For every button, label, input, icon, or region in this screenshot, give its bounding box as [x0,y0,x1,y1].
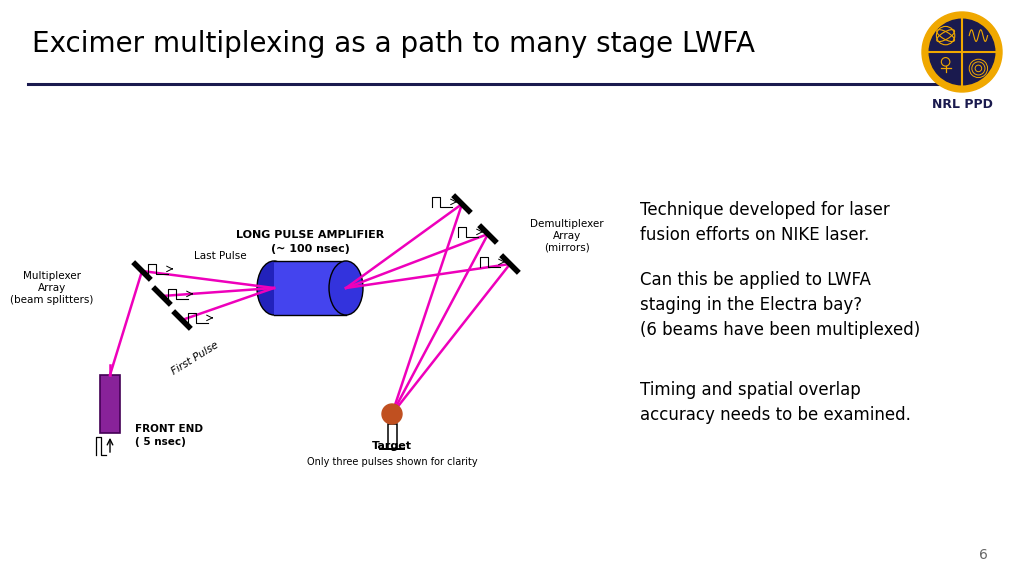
Bar [387,424,396,449]
Text: FRONT END: FRONT END [135,424,203,434]
Text: Target: Target [372,441,412,451]
Text: Last Pulse: Last Pulse [194,251,247,261]
Text: Can this be applied to LWFA
staging in the Electra bay?
(6 beams have been multi: Can this be applied to LWFA staging in t… [640,271,921,339]
Text: LONG PULSE AMPLIFIER: LONG PULSE AMPLIFIER [236,230,384,240]
Text: Only three pulses shown for clarity: Only three pulses shown for clarity [306,457,477,467]
Circle shape [922,12,1002,92]
Text: NRL PPD: NRL PPD [932,98,992,111]
Text: Demultiplexer
Array
(mirrors): Demultiplexer Array (mirrors) [530,219,603,253]
Ellipse shape [329,261,362,315]
Text: Timing and spatial overlap
accuracy needs to be examined.: Timing and spatial overlap accuracy need… [640,381,911,424]
Text: Technique developed for laser
fusion efforts on NIKE laser.: Technique developed for laser fusion eff… [640,201,890,244]
Bar [274,261,346,315]
Ellipse shape [257,261,291,315]
Circle shape [929,19,994,85]
Text: First Pulse: First Pulse [170,340,220,376]
Bar [100,375,120,433]
Text: ( 5 nsec): ( 5 nsec) [135,437,186,447]
Text: Multiplexer
Array
(beam splitters): Multiplexer Array (beam splitters) [10,271,93,305]
Text: (~ 100 nsec): (~ 100 nsec) [270,244,349,254]
Circle shape [382,404,402,424]
Text: 6: 6 [979,548,988,562]
Text: Excimer multiplexing as a path to many stage LWFA: Excimer multiplexing as a path to many s… [32,30,755,58]
